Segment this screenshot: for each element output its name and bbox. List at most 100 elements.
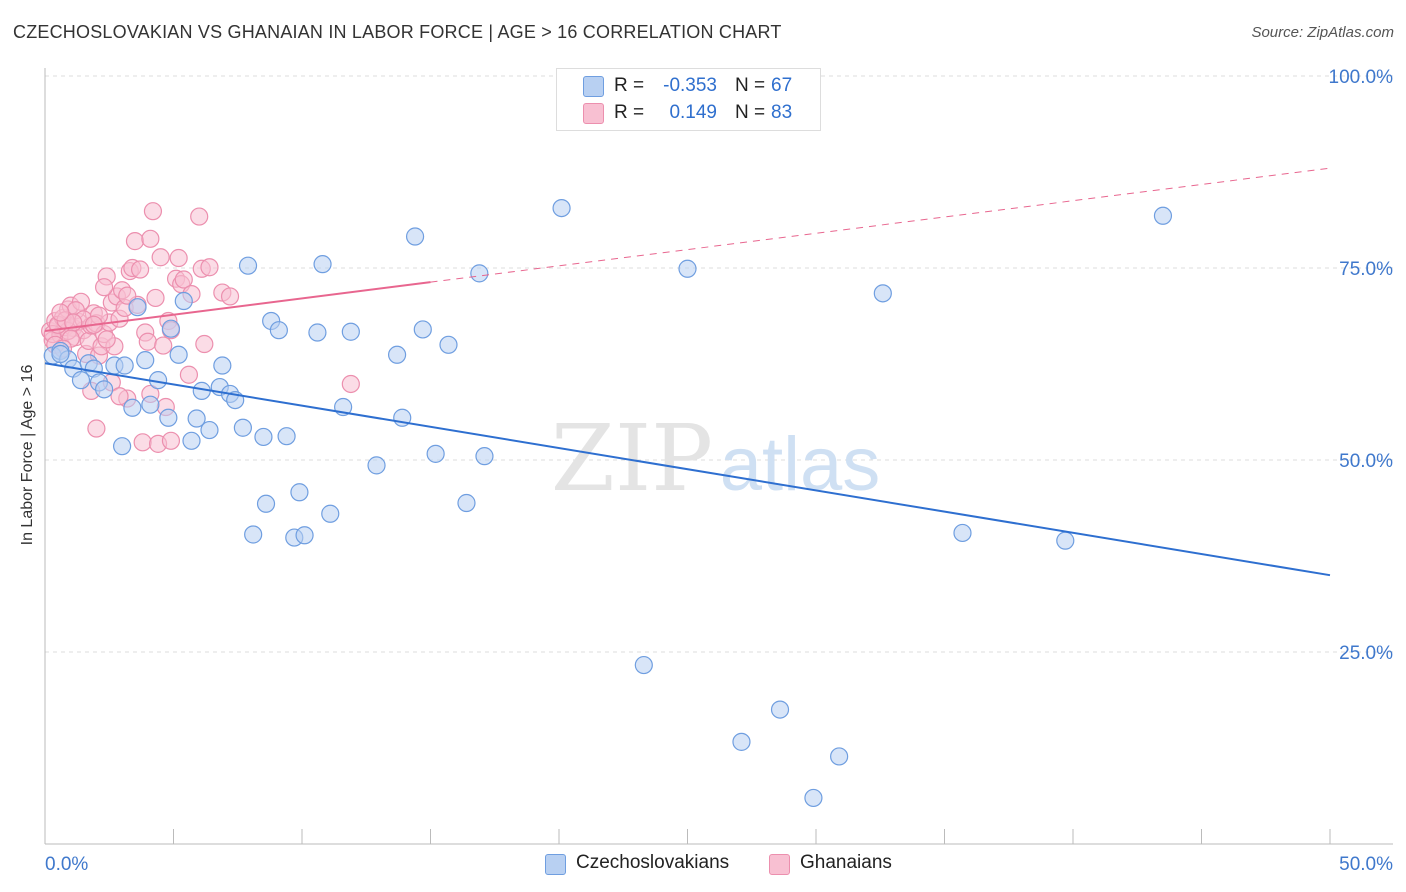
czech-point: [182, 431, 201, 450]
ghana-swatch: [583, 103, 604, 124]
ghanaian-point: [130, 260, 150, 279]
legend-row-czech: R = -0.353 N = 67: [557, 73, 820, 99]
czech-point: [213, 356, 232, 375]
czech-point: [112, 437, 132, 456]
y-tick-label: 75.0%: [1339, 259, 1393, 280]
czech-point: [804, 788, 823, 808]
czech-point: [115, 356, 134, 375]
ghanaian-point: [133, 433, 152, 452]
czech-point: [313, 255, 332, 274]
czech-point: [200, 420, 219, 440]
czech-point: [770, 700, 790, 719]
czech-point: [141, 395, 160, 414]
czech-point: [1056, 531, 1075, 550]
legend-n-value: 67: [771, 75, 793, 96]
czech-point: [187, 409, 206, 428]
ghanaian-point: [169, 248, 188, 268]
ghanaian-point: [138, 332, 157, 351]
czech-point: [256, 494, 276, 513]
czech-point: [1153, 206, 1173, 225]
ghanaian-point: [200, 258, 219, 277]
czech-point: [244, 525, 263, 544]
legend-n-value: 83: [771, 102, 793, 123]
ghanaian-point: [174, 270, 193, 289]
czech-point: [238, 256, 258, 275]
ghanaian-point: [151, 248, 170, 267]
czech-point: [308, 323, 327, 342]
czech-point: [295, 526, 314, 545]
ghanaian-point: [146, 288, 165, 308]
y-tick-label: 25.0%: [1339, 643, 1393, 664]
czech-point: [732, 732, 751, 751]
chart-title: CZECHOSLOVAKIAN VS GHANAIAN IN LABOR FOR…: [13, 22, 782, 42]
czech-point: [290, 483, 309, 502]
bottom-legend-czech-label: Czechoslovakians: [576, 852, 730, 873]
czech-point: [269, 321, 288, 340]
czech-point: [953, 523, 972, 543]
ghanaian-point: [110, 387, 129, 406]
trend-lines: [44, 167, 1331, 577]
ghanaian-point: [95, 278, 114, 297]
czech-point: [95, 380, 114, 399]
czech-point: [123, 398, 142, 417]
ghanaian-point: [118, 286, 137, 305]
ghanaian-point: [161, 431, 181, 450]
ghanaian-point: [190, 207, 209, 226]
ghanaian-point: [51, 303, 70, 322]
y-tick-label: 100.0%: [1329, 67, 1394, 88]
czech-point: [439, 335, 458, 354]
czech-point: [233, 418, 252, 437]
ghana-trend-line: [44, 281, 431, 332]
ghanaian-point: [154, 336, 173, 355]
czech-point: [341, 322, 360, 341]
czech-swatch: [583, 76, 604, 97]
legend-r-value: 0.149: [669, 102, 717, 123]
czech-point: [174, 291, 193, 311]
ghanaian-point: [195, 334, 214, 354]
x-tick-label: 0.0%: [45, 854, 88, 875]
czech-point: [367, 456, 386, 475]
ghanaian-point: [179, 365, 199, 384]
grid-lines: [45, 75, 1393, 653]
ghanaian-point: [143, 202, 163, 221]
ghana-swatch: [769, 854, 790, 875]
czech-point: [159, 408, 178, 427]
ghana-trend-line-extension: [430, 167, 1331, 283]
czech-points: [43, 198, 1173, 808]
czech-point: [51, 344, 70, 364]
tick-labels: 25.0% 50.0% 75.0% 100.0% 0.0% 50.0%: [45, 67, 1393, 875]
czech-point: [387, 345, 407, 364]
ghanaian-point: [220, 287, 240, 306]
czech-point: [678, 259, 697, 278]
legend-row-ghana: R = 0.149 N = 83: [557, 100, 820, 126]
legend-n-label: N =: [735, 75, 766, 96]
czech-swatch: [545, 854, 566, 875]
legend-r-value: -0.353: [663, 75, 717, 96]
czech-point: [136, 351, 155, 370]
czech-point: [634, 655, 653, 675]
czech-point: [457, 493, 476, 513]
czech-point: [71, 371, 91, 390]
x-tick-label: 50.0%: [1339, 854, 1393, 875]
czech-point: [413, 320, 432, 339]
czech-point: [277, 427, 296, 446]
czech-point: [426, 444, 445, 463]
legend-r-label: R =: [614, 75, 645, 96]
legend-n-label: N =: [735, 102, 766, 123]
source-credit: Source: ZipAtlas.com: [1251, 24, 1394, 41]
czech-point: [830, 747, 849, 766]
ghanaian-point: [125, 232, 145, 251]
czech-point: [161, 319, 181, 338]
czech-point: [321, 504, 340, 523]
czech-point: [405, 227, 425, 246]
correlation-legend: R = -0.353 N = 67 R = 0.149 N = 83: [556, 68, 821, 131]
bottom-legend-ghana-label: Ghanaians: [800, 852, 892, 873]
czech-point: [873, 284, 892, 303]
y-tick-label: 50.0%: [1339, 451, 1393, 472]
watermark-atlas: atlas: [720, 422, 881, 507]
czech-trend-line: [44, 362, 1331, 577]
ghanaian-point: [141, 229, 160, 248]
czech-point: [475, 447, 494, 466]
czech-point: [169, 345, 188, 364]
